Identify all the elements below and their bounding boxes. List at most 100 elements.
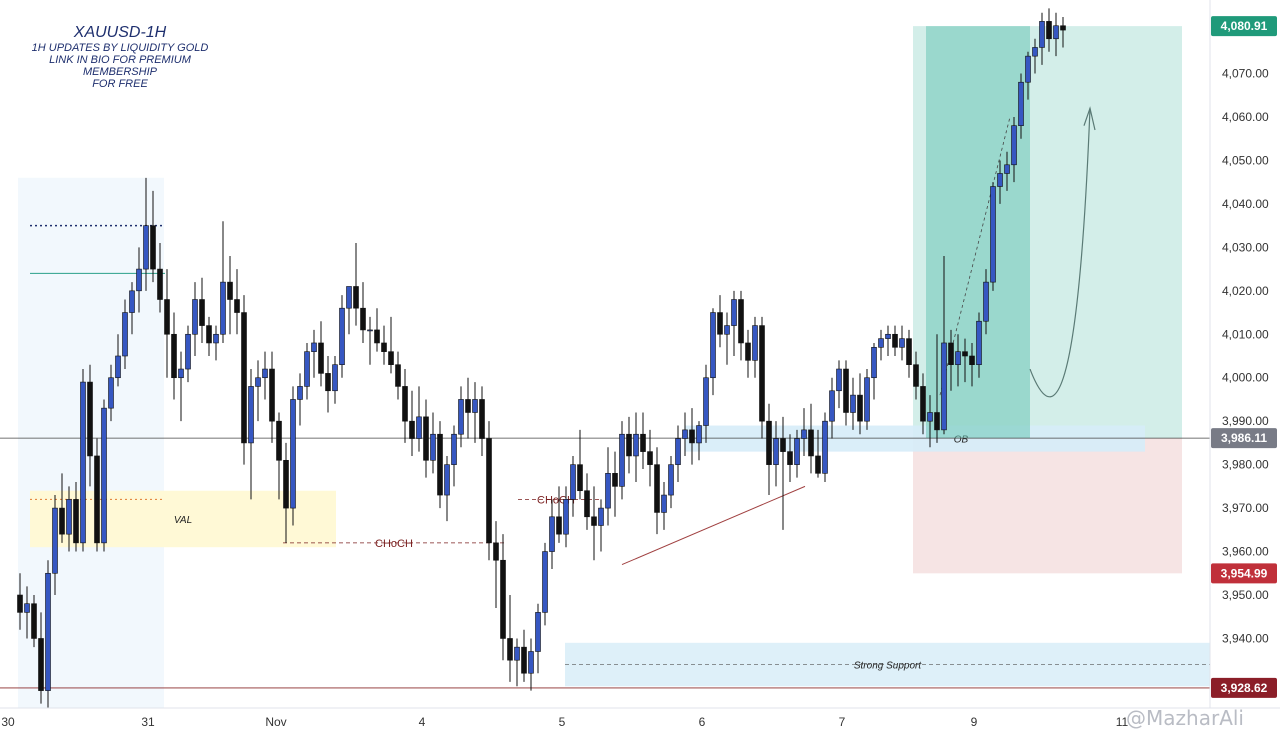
candle-body: [864, 377, 870, 422]
candle-body: [185, 333, 191, 370]
candle-body: [66, 499, 72, 535]
candle-body: [171, 333, 177, 379]
candle-body: [339, 307, 345, 365]
candle-body: [73, 499, 79, 544]
candle-body: [570, 464, 576, 500]
y-tick-label: 3,970.00: [1222, 501, 1269, 515]
strong-support-zone-label: Strong Support: [854, 661, 922, 672]
candle-body: [122, 312, 128, 357]
x-tick-label: 5: [559, 715, 566, 729]
price-badge: [1211, 16, 1277, 37]
x-tick-label: 31: [141, 715, 155, 729]
y-tick-label: 3,980.00: [1222, 458, 1269, 472]
choch-lower-label: CHoCH: [375, 538, 413, 550]
candle-body: [17, 594, 23, 613]
candle-body: [1053, 25, 1059, 40]
candle-body: [248, 386, 254, 444]
header-line-2: LINK IN BIO FOR PREMIUM MEMBERSHIP: [49, 54, 191, 78]
candle-body: [640, 433, 646, 452]
candle-body: [647, 451, 653, 465]
header-line-3: FOR FREE: [92, 78, 148, 90]
candle-body: [136, 268, 142, 292]
candle-body: [787, 451, 793, 465]
candle-body: [857, 394, 863, 422]
y-tick-label: 4,030.00: [1222, 240, 1269, 254]
candle-body: [87, 381, 93, 457]
candle-body: [654, 464, 660, 513]
y-tick-label: 4,050.00: [1222, 153, 1269, 167]
candle-body: [234, 299, 240, 313]
candle-body: [458, 399, 464, 435]
candle-body: [353, 286, 359, 309]
candle-body: [269, 368, 275, 422]
candle-body: [976, 320, 982, 365]
candle-body: [738, 299, 744, 344]
stop-zone: [913, 438, 1182, 574]
candle-body: [689, 429, 695, 444]
candle-body: [157, 268, 163, 300]
price-badge-label: 3,954.99: [1221, 566, 1268, 580]
candle-body: [220, 281, 226, 335]
x-tick-label: 7: [839, 715, 846, 729]
candle-body: [759, 325, 765, 422]
watermark: @MazharAli: [1126, 706, 1244, 730]
candle-body: [710, 312, 716, 379]
candle-body: [549, 516, 555, 552]
candle-body: [605, 473, 611, 509]
candle-body: [745, 342, 751, 361]
candle-body: [80, 381, 86, 544]
header-line-1: 1H UPDATES BY LIQUIDITY GOLD: [31, 42, 209, 54]
candle-body: [794, 438, 800, 465]
candle-body: [703, 377, 709, 426]
candle-body: [836, 368, 842, 392]
candle-body: [262, 368, 268, 379]
candle-body: [486, 438, 492, 544]
candle-body: [283, 459, 289, 509]
candle-body: [304, 351, 310, 387]
choch-upper-label: CHoCH: [537, 494, 575, 506]
candle-body: [178, 368, 184, 379]
candle-body: [591, 516, 597, 526]
candle-body: [150, 225, 156, 270]
candle-body: [584, 490, 590, 518]
candle-body: [409, 420, 415, 439]
candle-body: [367, 329, 373, 332]
price-badge-label: 3,986.11: [1221, 431, 1267, 445]
candle-body: [94, 455, 100, 544]
candle-body: [241, 312, 247, 444]
candle-body: [661, 494, 667, 513]
candle-body: [871, 347, 877, 379]
candle-body: [822, 420, 828, 474]
candle-body: [115, 355, 121, 379]
candle-body: [101, 407, 107, 544]
candle-body: [59, 507, 65, 535]
candle-body: [731, 299, 737, 326]
candle-body: [1025, 55, 1031, 83]
candle-body: [626, 433, 632, 457]
projection-arrow-head: [1083, 106, 1096, 131]
candle-body: [962, 351, 968, 357]
candle-body: [416, 416, 422, 439]
y-tick-label: 3,960.00: [1222, 545, 1269, 559]
candle-body: [52, 507, 58, 574]
candle-body: [577, 464, 583, 492]
ob-zone-label: OB: [954, 435, 969, 446]
candle-body: [31, 603, 37, 639]
candle-body: [885, 333, 891, 339]
candle-body: [983, 281, 989, 322]
candle-body: [619, 433, 625, 487]
candle-body: [773, 438, 779, 465]
candle-body: [346, 286, 352, 309]
candle-body: [1060, 25, 1066, 31]
candle-body: [1032, 47, 1038, 57]
candle-body: [563, 499, 569, 535]
candle-body: [514, 646, 520, 661]
price-badge: [1211, 563, 1277, 584]
candle-body: [682, 429, 688, 439]
y-tick-label: 4,000.00: [1222, 371, 1269, 385]
candle-body: [206, 325, 212, 344]
y-tick-label: 3,940.00: [1222, 631, 1269, 645]
candle-body: [318, 342, 324, 374]
candle-body: [500, 559, 506, 639]
